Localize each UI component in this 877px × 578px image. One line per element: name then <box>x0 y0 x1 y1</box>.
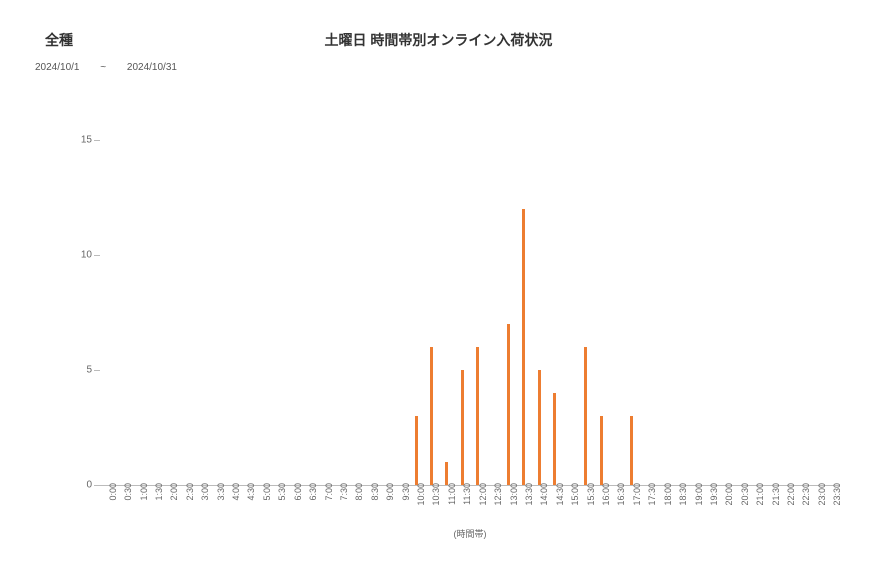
xtick-label: 16:00 <box>601 483 611 506</box>
xtick-label: 21:00 <box>755 483 765 506</box>
date-range: 2024/10/1 ~ 2024/10/31 <box>35 62 177 73</box>
ytick-label: 10 <box>70 250 92 261</box>
xtick-label: 4:00 <box>231 483 241 501</box>
bar <box>415 416 418 485</box>
xtick-label: 17:00 <box>632 483 642 506</box>
xtick-label: 10:00 <box>416 483 426 506</box>
ytick-label: 0 <box>70 480 92 491</box>
bar <box>553 393 556 485</box>
xtick-label: 23:00 <box>817 483 827 506</box>
xtick-label: 13:30 <box>524 483 534 506</box>
xtick-label: 2:30 <box>185 483 195 501</box>
xtick-label: 0:00 <box>108 483 118 501</box>
bar <box>476 347 479 485</box>
xtick-label: 5:30 <box>277 483 287 501</box>
ytick-mark <box>94 140 100 141</box>
xtick-label: 20:30 <box>740 483 750 506</box>
xtick-label: 1:00 <box>139 483 149 501</box>
xtick-label: 6:30 <box>308 483 318 501</box>
xtick-label: 11:00 <box>447 483 457 505</box>
xtick-label: 2:00 <box>169 483 179 501</box>
xtick-label: 13:00 <box>509 483 519 506</box>
bar <box>430 347 433 485</box>
bar <box>461 370 464 485</box>
bar-chart: (時間帯) 0510150:000:301:001:302:002:303:00… <box>70 140 850 485</box>
xtick-label: 0:30 <box>123 483 133 501</box>
ytick-mark <box>94 255 100 256</box>
xtick-label: 14:30 <box>555 483 565 506</box>
xtick-label: 19:00 <box>694 483 704 506</box>
xtick-label: 18:00 <box>663 483 673 506</box>
x-axis-title: (時間帯) <box>100 527 840 540</box>
chart-header: 全種 土曜日 時間帯別オンライン入荷状況 2024/10/1 ~ 2024/10… <box>0 0 877 90</box>
xtick-label: 7:00 <box>324 483 334 501</box>
plot-area: (時間帯) 0510150:000:301:001:302:002:303:00… <box>100 140 840 486</box>
xtick-label: 11:30 <box>462 483 472 505</box>
ytick-label: 15 <box>70 135 92 146</box>
xtick-label: 22:00 <box>786 483 796 506</box>
ytick-mark <box>94 485 100 486</box>
xtick-label: 23:30 <box>832 483 842 506</box>
ytick-mark <box>94 370 100 371</box>
xtick-label: 4:30 <box>246 483 256 501</box>
xtick-label: 12:30 <box>493 483 503 506</box>
bar <box>445 462 448 485</box>
ytick-label: 5 <box>70 365 92 376</box>
xtick-label: 1:30 <box>154 483 164 501</box>
xtick-label: 8:30 <box>370 483 380 501</box>
xtick-label: 9:30 <box>401 483 411 501</box>
xtick-label: 12:00 <box>478 483 488 506</box>
xtick-label: 8:00 <box>354 483 364 501</box>
bar <box>630 416 633 485</box>
xtick-label: 3:30 <box>216 483 226 501</box>
date-to: 2024/10/31 <box>127 62 177 73</box>
xtick-label: 15:00 <box>570 483 580 506</box>
xtick-label: 18:30 <box>678 483 688 506</box>
bar <box>538 370 541 485</box>
bar <box>507 324 510 485</box>
xtick-label: 7:30 <box>339 483 349 501</box>
xtick-label: 17:30 <box>647 483 657 506</box>
xtick-label: 21:30 <box>771 483 781 506</box>
xtick-label: 6:00 <box>293 483 303 501</box>
xtick-label: 3:00 <box>200 483 210 501</box>
xtick-label: 10:30 <box>431 483 441 506</box>
bar <box>600 416 603 485</box>
date-from: 2024/10/1 <box>35 62 80 73</box>
bar <box>584 347 587 485</box>
xtick-label: 16:30 <box>616 483 626 506</box>
xtick-label: 22:30 <box>801 483 811 506</box>
chart-title: 土曜日 時間帯別オンライン入荷状況 <box>0 30 877 50</box>
xtick-label: 19:30 <box>709 483 719 506</box>
xtick-label: 15:30 <box>586 483 596 506</box>
xtick-label: 5:00 <box>262 483 272 501</box>
bar <box>522 209 525 485</box>
xtick-label: 9:00 <box>385 483 395 501</box>
xtick-label: 20:00 <box>724 483 734 506</box>
date-separator: ~ <box>100 62 106 73</box>
xtick-label: 14:00 <box>539 483 549 506</box>
